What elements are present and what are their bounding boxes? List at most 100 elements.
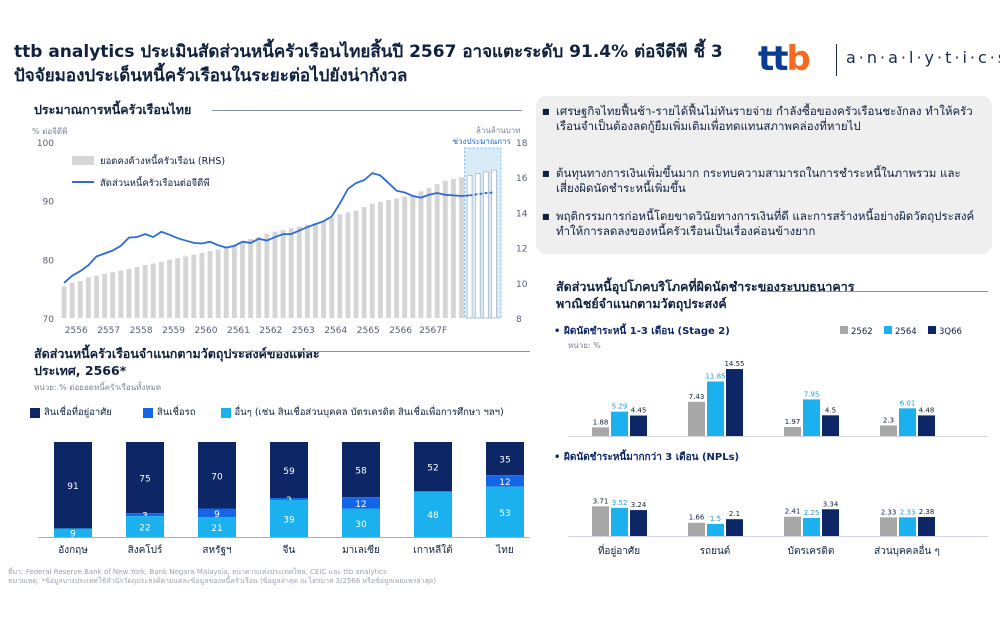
x-tick-label: 2558 — [130, 326, 153, 336]
debt-bar — [377, 201, 383, 318]
category-label: รถยนต์ — [700, 545, 731, 557]
npl-bar — [918, 415, 935, 436]
stacked-bar-segment — [198, 508, 236, 518]
x-tick-label: 2565 — [357, 326, 380, 336]
source-note: ที่มา: Federal Reserve Bank of New York,… — [8, 568, 387, 576]
debt-bar — [442, 180, 448, 318]
y-tick-label: 70 — [43, 315, 55, 325]
npl-bar — [784, 516, 801, 536]
npl-bar — [707, 524, 724, 536]
panel-label: ผิดนัดชำระหนี้มากกว่า 3 เดือน (NPLs) — [564, 449, 739, 463]
logo-divider — [836, 44, 837, 76]
debt-bar — [126, 268, 132, 318]
stacked-bar-segment — [270, 442, 308, 499]
debt-bar — [102, 274, 108, 318]
debt-bar — [474, 173, 481, 319]
consumer-npl-title: สัดส่วนหนี้อุปโภคบริโภคที่ผิดนัดชำระของร… — [556, 279, 855, 311]
y2-tick-label: 8 — [516, 315, 522, 325]
debt-bar — [272, 231, 278, 318]
legend-bar-label: ยอดคงค้างหนี้ครัวเรือน (RHS) — [100, 154, 225, 167]
segment-value-label: 75 — [139, 475, 150, 485]
debt-bar — [223, 247, 229, 318]
logo-analytics-text: a·n·a·l·y·t·i·c·s — [846, 48, 1000, 67]
debt-bar — [304, 224, 310, 318]
segment-value-label: 58 — [355, 467, 367, 477]
debt-bar — [240, 242, 245, 318]
title-rule — [230, 351, 530, 352]
segment-value-label: 53 — [499, 509, 510, 519]
x-tick-label: 2566 — [389, 326, 412, 336]
country-purpose-title: สัดส่วนหนี้ครัวเรือนจำแนกตามวัตถุประสงค์… — [34, 346, 320, 378]
debt-forecast-y2label: ล้านล้านบาท — [476, 126, 521, 135]
country-label: มาเลเซีย — [342, 544, 380, 556]
npl-bar — [899, 408, 916, 436]
country-purpose-unit: หน่วย: % ต่อยอดหนี้ครัวเรือนทั้งหมด — [34, 383, 162, 392]
npl-bar — [822, 509, 839, 536]
x-tick-label: 2561 — [227, 326, 250, 336]
debt-bar — [167, 259, 172, 318]
country-label: อังกฤษ — [58, 545, 88, 556]
headline: ttb analytics ประเมินสัดส่วนหนี้ครัวเรือ… — [14, 42, 723, 86]
x-tick-label: 2564 — [324, 326, 347, 336]
country-label: ไทย — [495, 544, 513, 556]
debt-bar — [256, 237, 262, 318]
npl-value-label: 4.48 — [919, 406, 935, 414]
npl-value-label: 7.43 — [689, 393, 705, 401]
legend-swatch — [840, 326, 848, 334]
npl-bar — [899, 517, 916, 536]
npl-value-label: 1.97 — [785, 418, 801, 426]
debt-bar — [296, 226, 302, 318]
country-purpose-legend: สินเชื่อที่อยู่อาศัย สินเชื่อรถ อื่นๆ (เ… — [30, 405, 540, 420]
npl-value-label: 1.5 — [710, 515, 721, 523]
debt-bar — [418, 191, 424, 318]
segment-value-label: 12 — [499, 478, 510, 488]
debt-bar — [337, 214, 343, 318]
x-tick-label: 2562 — [259, 326, 282, 336]
debt-forecast-ylabel: % ต่อจีดีพี — [32, 127, 68, 136]
x-tick-label: 2557 — [97, 326, 120, 336]
npl-bar — [630, 510, 647, 536]
title-rule — [212, 110, 522, 111]
legend-swatch — [884, 326, 892, 334]
npl-value-label: 2.1 — [729, 510, 740, 518]
panel-label: ผิดนัดชำระหนี้ 1-3 เดือน (Stage 2) — [564, 323, 730, 337]
stacked-bar-segment — [486, 486, 524, 537]
y2-tick-label: 18 — [516, 139, 528, 149]
debt-bar — [459, 177, 464, 318]
stacked-bar-segment — [486, 475, 524, 487]
debt-bar — [345, 212, 351, 318]
debt-bar — [134, 266, 140, 318]
legend-bar-swatch — [72, 156, 94, 165]
country-label: สิงคโปร์ — [128, 543, 163, 556]
debt-bar — [175, 258, 181, 318]
stacked-bar-segment — [54, 442, 92, 529]
debt-bar — [466, 175, 473, 319]
npl-bar — [880, 425, 897, 436]
y2-tick-label: 14 — [516, 209, 528, 219]
npl-bar — [726, 519, 743, 536]
npl-bar — [630, 415, 647, 436]
debt-bar — [361, 207, 367, 318]
debt-bar — [434, 184, 440, 318]
legend-label: 3Q66 — [939, 327, 962, 337]
npl-value-label: 11.85 — [705, 372, 725, 380]
npl-value-label: 3.24 — [631, 501, 647, 509]
x-tick-label: 2563 — [292, 326, 315, 336]
legend-item-housing: สินเชื่อที่อยู่อาศัย — [30, 407, 112, 418]
npl-value-label: 4.45 — [631, 407, 647, 415]
country-label: เกาหลีใต้ — [413, 544, 452, 556]
country-purpose-chart: 919อังกฤษ75322สิงคโปร์70921สหรัฐฯ59239จี… — [38, 442, 530, 556]
npl-bar — [822, 415, 839, 436]
debt-bar — [69, 282, 75, 318]
segment-value-label: 59 — [283, 467, 295, 477]
debt-bar — [77, 281, 83, 318]
npl-bar — [803, 518, 820, 536]
debt-forecast-title: ประมาณการหนี้ครัวเรือนไทย — [34, 102, 192, 117]
npl-bar — [592, 427, 609, 436]
stacked-bar-segment — [486, 442, 524, 476]
debt-bar — [61, 286, 67, 318]
x-tick-label: 2560 — [195, 326, 218, 336]
debt-bar — [142, 265, 148, 318]
stacked-bar-segment — [270, 498, 308, 500]
key-factors-box: เศรษฐกิจไทยฟื้นช้า-รายได้ฟื้นไม่ทันรายจ่… — [536, 96, 992, 254]
